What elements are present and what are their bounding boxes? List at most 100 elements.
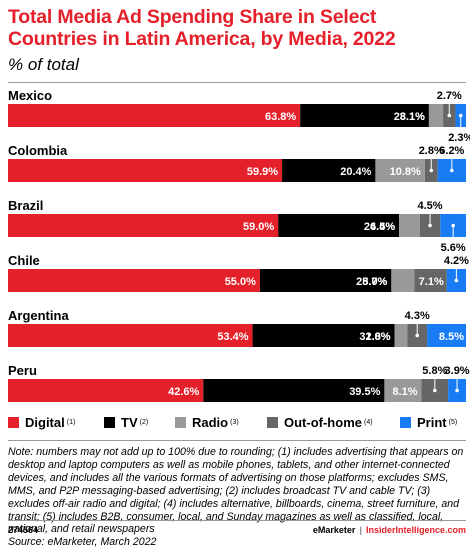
- legend-item-radio: Radio (3): [175, 415, 239, 430]
- callout-dot-colombia-ooh: [429, 168, 434, 173]
- data-label-mexico-ooh: 2.7%: [437, 90, 462, 102]
- top-divider: [8, 82, 466, 83]
- brand-insiderintelligence: InsiderIntelligence.com: [365, 525, 466, 535]
- data-label-peru-tv: 39.5%: [349, 386, 380, 398]
- bar-argentina-tv: [252, 324, 395, 347]
- bar-brazil-radio: [399, 214, 420, 237]
- bar-chile-digital: [8, 269, 260, 292]
- category-label-colombia: Colombia: [8, 143, 68, 158]
- data-label-brazil-ooh: 4.5%: [418, 200, 443, 212]
- bar-colombia-radio: [375, 159, 425, 182]
- callout-dot-peru-ooh: [433, 388, 437, 393]
- footer-divider: [8, 520, 466, 521]
- footnote: Note: numbers may not add up to 100% due…: [8, 446, 468, 549]
- data-label-colombia-tv: 20.4%: [340, 166, 371, 178]
- bar-chile-radio: [391, 269, 415, 292]
- legend-label-digital: Digital: [25, 415, 65, 430]
- bar-chile-tv: [259, 269, 392, 292]
- bar-brazil-tv: [278, 214, 400, 237]
- category-label-chile: Chile: [8, 253, 40, 268]
- legend-item-print: Print (5): [400, 415, 457, 430]
- callout-dot-chile-print: [454, 278, 459, 283]
- callout-dot-mexico-print: [458, 113, 463, 118]
- callout-dot-mexico-ooh: [447, 113, 452, 118]
- data-label-colombia-digital: 59.9%: [247, 166, 278, 178]
- legend-note-print: (5): [448, 419, 458, 426]
- chart-title: Total Media Ad Spending Share in Select …: [8, 6, 396, 50]
- data-label-peru-print: 3.9%: [445, 365, 470, 377]
- data-label-chile-tv: 28.7%: [356, 276, 387, 288]
- legend-item-tv: TV (2): [104, 415, 148, 430]
- bar-chile-ooh: [414, 269, 447, 292]
- callout-dot-brazil-print: [451, 223, 455, 228]
- bar-peru-tv: [203, 379, 385, 402]
- data-label-argentina-ooh: 4.3%: [405, 310, 430, 322]
- callout-dot-colombia-print: [450, 168, 454, 173]
- legend-note-digital: (1): [66, 419, 76, 426]
- category-label-peru: Peru: [8, 363, 37, 378]
- bar-colombia-tv: [282, 159, 376, 182]
- data-label-colombia-print: 6.2%: [439, 145, 464, 157]
- legend-swatch-digital: [8, 417, 19, 428]
- data-label-peru-radio: 8.1%: [392, 386, 417, 398]
- data-label-brazil-tv: 26.4%: [364, 221, 395, 233]
- stacked-bar-chart: Mexico 63.8% 28.1%3.1% 2.7% 2.3% Colombia 59.9…: [8, 88, 470, 402]
- data-label-colombia-radio: 10.8%: [390, 166, 421, 178]
- brand-emarketer: eMarketer: [312, 525, 356, 535]
- bar-argentina-digital: [8, 324, 253, 347]
- chart-legend: Digital (1) TV (2) Radio (3) Out-of-home (4)…: [8, 415, 466, 431]
- data-label-mexico-digital: 63.8%: [265, 111, 296, 123]
- data-label-chile-radio: 5.0%: [362, 276, 387, 288]
- brand-separator: |: [359, 525, 362, 535]
- data-label-chile-digital: 55.0%: [225, 276, 256, 288]
- data-label-mexico-radio: 3.1%: [400, 111, 425, 123]
- legend-label-tv: TV: [121, 415, 138, 430]
- data-label-colombia-ooh: 2.8%: [419, 145, 444, 157]
- data-label-mexico-tv: 28.1%: [394, 111, 425, 123]
- legend-label-print: Print: [417, 415, 447, 430]
- footnote-text: Note: numbers may not add up to 100% due…: [8, 446, 464, 536]
- data-label-brazil-radio: 4.5%: [370, 221, 395, 233]
- data-label-argentina-print: 8.5%: [439, 331, 464, 343]
- legend-item-ooh: Out-of-home (4): [267, 415, 373, 430]
- data-label-mexico-print: 2.3%: [448, 132, 470, 144]
- legend-swatch-tv: [104, 417, 115, 428]
- legend-label-radio: Radio: [192, 415, 229, 430]
- callout-dot-brazil-ooh: [428, 223, 432, 228]
- data-label-brazil-digital: 59.0%: [243, 221, 274, 233]
- data-label-peru-digital: 42.6%: [168, 386, 199, 398]
- note-divider: [8, 440, 466, 441]
- callout-dot-peru-print: [455, 388, 459, 393]
- data-label-brazil-print: 5.6%: [441, 242, 466, 254]
- legend-note-ooh: (4): [363, 419, 373, 426]
- legend-note-tv: (2): [139, 419, 149, 426]
- bar-argentina-print: [427, 324, 466, 347]
- data-label-peru-ooh: 5.8%: [422, 365, 447, 377]
- source-text: Source: eMarketer, March 2022: [8, 536, 157, 549]
- bar-mexico-digital: [8, 104, 301, 127]
- data-label-argentina-digital: 53.4%: [217, 331, 248, 343]
- data-label-chile-ooh: 7.1%: [419, 276, 444, 288]
- data-label-argentina-radio: 2.8%: [365, 331, 390, 343]
- chart-subtitle: % of total: [8, 55, 79, 74]
- bar-mexico-radio: [428, 104, 444, 127]
- legend-item-digital: Digital (1): [8, 415, 75, 430]
- legend-swatch-print: [400, 417, 411, 428]
- category-label-brazil: Brazil: [8, 198, 43, 213]
- legend-note-radio: (3): [230, 419, 239, 426]
- legend-swatch-radio: [175, 417, 186, 428]
- bar-brazil-digital: [8, 214, 279, 237]
- data-label-chile-print: 4.2%: [444, 255, 469, 267]
- data-label-argentina-tv: 31.0%: [359, 331, 390, 343]
- bar-peru-radio: [384, 379, 422, 402]
- callout-dot-argentina-ooh: [415, 333, 420, 338]
- chart-id: 274564: [8, 525, 39, 535]
- bar-argentina-radio: [394, 324, 408, 347]
- bar-colombia-digital: [8, 159, 283, 182]
- legend-swatch-ooh: [267, 417, 278, 428]
- legend-label-ooh: Out-of-home: [284, 415, 362, 430]
- category-label-argentina: Argentina: [8, 308, 69, 323]
- bar-peru-digital: [8, 379, 204, 402]
- brand-block: eMarketer | InsiderIntelligence.com: [313, 525, 466, 535]
- category-label-mexico: Mexico: [8, 88, 52, 103]
